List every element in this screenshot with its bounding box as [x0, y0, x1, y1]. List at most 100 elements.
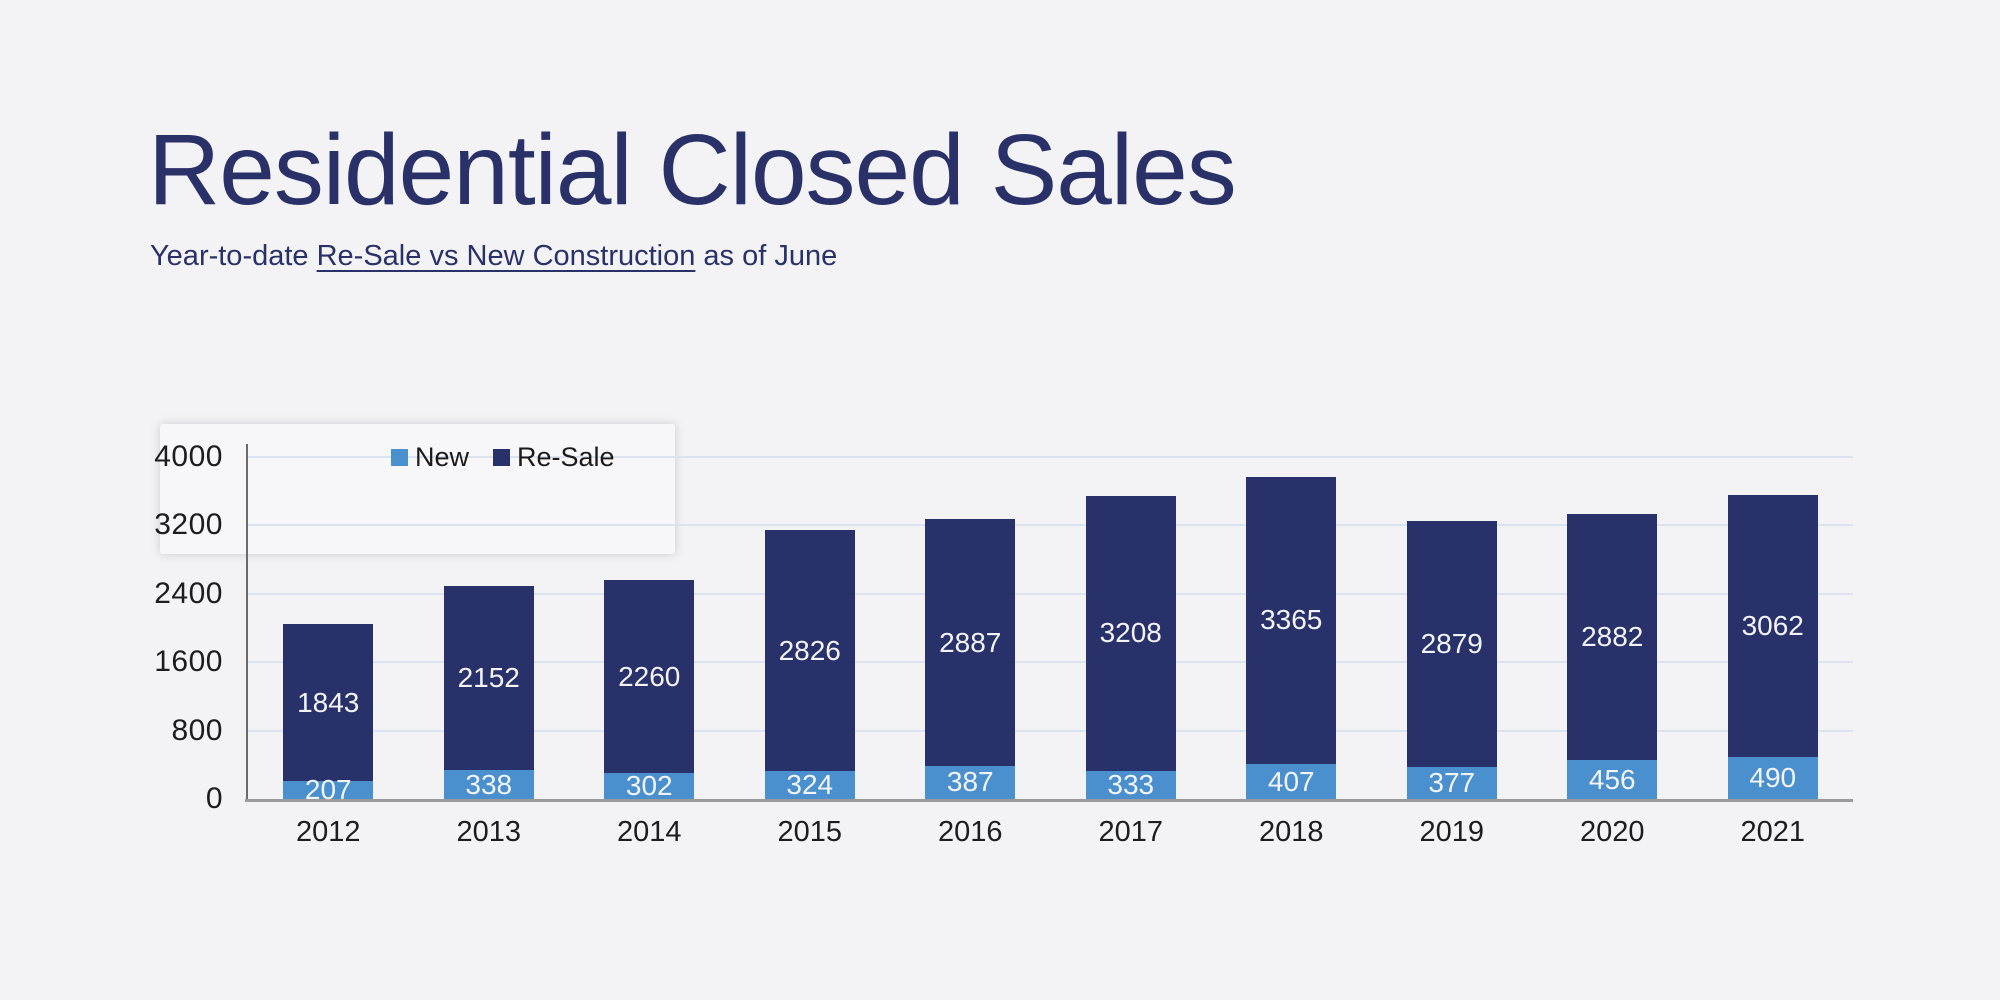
bar-2016-resale-segment: 2887: [925, 519, 1016, 766]
bar-2021-resale-value: 3062: [1741, 610, 1804, 642]
bar-2013: 2152 338: [443, 457, 534, 800]
legend: New Re-Sale: [391, 443, 615, 471]
bar-2016-new-segment: 387: [925, 765, 1016, 799]
plot-area: 1843 207 2152 338 2260 302 2826 324 2887 387 3208 3…: [245, 444, 1854, 805]
bar-2013-new-segment: 338: [443, 768, 534, 800]
gridline-4000: [248, 456, 1853, 458]
gridline-2400: [248, 592, 1853, 595]
bar-2017-resale-segment: 3208: [1085, 496, 1176, 771]
y-axis-labels: 0 800 1600 2400 3200 4000: [110, 442, 223, 814]
bar-2015-resale-value: 2826: [778, 634, 841, 666]
bar-2012-new-value: 207: [304, 774, 352, 806]
legend-swatch-new-icon: [391, 448, 408, 466]
bar-2014-new-value: 302: [625, 770, 673, 802]
legend-label-re-sale: Re-Sale: [517, 442, 615, 472]
y-tick-0: 0: [205, 782, 223, 815]
bar-2014-resale-value: 2260: [618, 660, 681, 692]
bar-2016-new-value: 387: [946, 766, 994, 798]
x-tick-2015: 2015: [777, 816, 842, 848]
gridline-3200: [248, 524, 1853, 527]
bar-2015-new-value: 324: [786, 769, 834, 801]
bar-2014-new-segment: 302: [604, 770, 695, 802]
bar-2012-resale-value: 1843: [297, 686, 360, 718]
subtitle-suffix: as of June: [695, 240, 838, 272]
x-tick-2012: 2012: [295, 816, 361, 848]
subtitle-prefix: Year-to-date: [150, 240, 317, 272]
x-tick-2019: 2019: [1419, 816, 1484, 848]
bar-2021: 3062 490: [1727, 457, 1818, 799]
gridline-800: [248, 729, 1853, 732]
x-axis-line: [245, 799, 1853, 802]
bar-slot-2015: 2826 324: [730, 457, 891, 801]
bar-2017-new-segment: 333: [1085, 768, 1176, 800]
bar-2019-new-value: 377: [1428, 766, 1476, 798]
bar-2017: 3208 333: [1085, 457, 1176, 800]
bar-2013-resale-value: 2152: [457, 662, 520, 694]
y-tick-2400: 2400: [154, 576, 223, 610]
y-axis-line: [246, 444, 248, 799]
x-tick-2020: 2020: [1579, 816, 1645, 848]
bar-2021-resale-segment: 3062: [1727, 495, 1818, 758]
x-tick-2021: 2021: [1740, 816, 1805, 848]
bar-2013-resale-segment: 2152: [443, 586, 534, 771]
bar-2015: 2826 324: [764, 457, 855, 801]
bar-2018-new-segment: 407: [1246, 764, 1337, 799]
bar-2020: 2882 456: [1567, 457, 1658, 799]
bar-2021-new-segment: 490: [1727, 757, 1818, 799]
legend-swatch-re-sale-icon: [493, 448, 511, 466]
bar-2020-new-value: 456: [1588, 763, 1636, 795]
bar-slot-2014: 2260 302: [569, 457, 730, 802]
bar-2019: 2879 377: [1406, 457, 1497, 799]
bar-2014: 2260 302: [604, 457, 695, 802]
bar-2017-new-value: 333: [1107, 768, 1155, 800]
bar-2016-resale-value: 2887: [939, 626, 1002, 658]
gridline-1600: [248, 661, 1853, 664]
subtitle-underlined-phrase: Re-Sale vs New Construction: [316, 240, 696, 272]
bar-2020-resale-value: 2882: [1581, 620, 1644, 652]
bar-2018-resale-value: 3365: [1260, 604, 1323, 636]
bar-slot-2019: 2879 377: [1372, 457, 1533, 799]
legend-entry-re-sale: Re-Sale: [493, 443, 615, 471]
y-tick-3200: 3200: [154, 508, 223, 542]
bar-slot-2016: 2887 387: [890, 457, 1051, 799]
bar-2015-resale-segment: 2826: [764, 529, 855, 772]
bar-2019-resale-value: 2879: [1420, 627, 1483, 659]
page-title: Residential Closed Sales: [148, 114, 1237, 226]
bar-2014-resale-segment: 2260: [604, 579, 695, 774]
x-tick-2017: 2017: [1098, 816, 1163, 848]
bar-2012: 1843 207: [283, 457, 374, 805]
legend-entry-new: New: [391, 443, 469, 471]
bar-2012-new-segment: 207: [283, 775, 374, 805]
bar-slot-2017: 3208 333: [1051, 457, 1212, 799]
bar-2016: 2887 387: [925, 457, 1016, 799]
bar-2020-new-segment: 456: [1567, 760, 1658, 799]
bar-2018-resale-segment: 3365: [1246, 476, 1337, 765]
x-tick-2018: 2018: [1258, 816, 1324, 848]
x-tick-2014: 2014: [616, 816, 682, 848]
bar-2021-new-value: 490: [1749, 762, 1797, 794]
bar-slot-2012: 1843 207: [248, 457, 409, 805]
chart-corner-highlight-panel: [160, 424, 675, 554]
bar-2012-resale-segment: 1843: [283, 623, 374, 782]
bar-slot-2021: 3062 490: [1693, 457, 1854, 799]
x-tick-2016: 2016: [937, 816, 1003, 848]
bar-slot-2018: 3365 407: [1211, 457, 1372, 799]
legend-label-new: New: [415, 442, 470, 472]
bar-2015-new-segment: 324: [764, 769, 855, 801]
bar-2020-resale-segment: 2882: [1567, 513, 1658, 761]
x-tick-2013: 2013: [456, 816, 521, 848]
bar-2018-new-value: 407: [1267, 765, 1315, 797]
bar-2017-resale-value: 3208: [1099, 617, 1162, 649]
bar-slot-2013: 2152 338: [409, 457, 570, 799]
page-subtitle: Year-to-date Re-Sale vs New Construction…: [150, 240, 837, 273]
y-tick-4000: 4000: [154, 440, 223, 473]
x-axis-labels: 2012 2013 2014 2015 2016 2017 2018 2019 2020 2021: [248, 799, 1853, 859]
y-tick-800: 800: [171, 713, 223, 747]
y-tick-1600: 1600: [154, 645, 223, 679]
bar-2019-resale-segment: 2879: [1406, 520, 1497, 767]
bar-2018: 3365 407: [1246, 457, 1337, 799]
bar-slot-2020: 2882 456: [1532, 457, 1693, 799]
bar-2019-new-segment: 377: [1406, 766, 1497, 799]
bar-2013-new-value: 338: [465, 768, 513, 800]
